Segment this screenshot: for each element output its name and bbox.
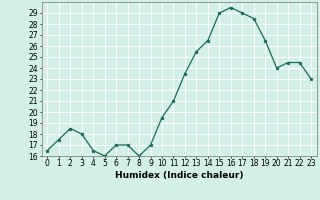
X-axis label: Humidex (Indice chaleur): Humidex (Indice chaleur) [115,171,244,180]
